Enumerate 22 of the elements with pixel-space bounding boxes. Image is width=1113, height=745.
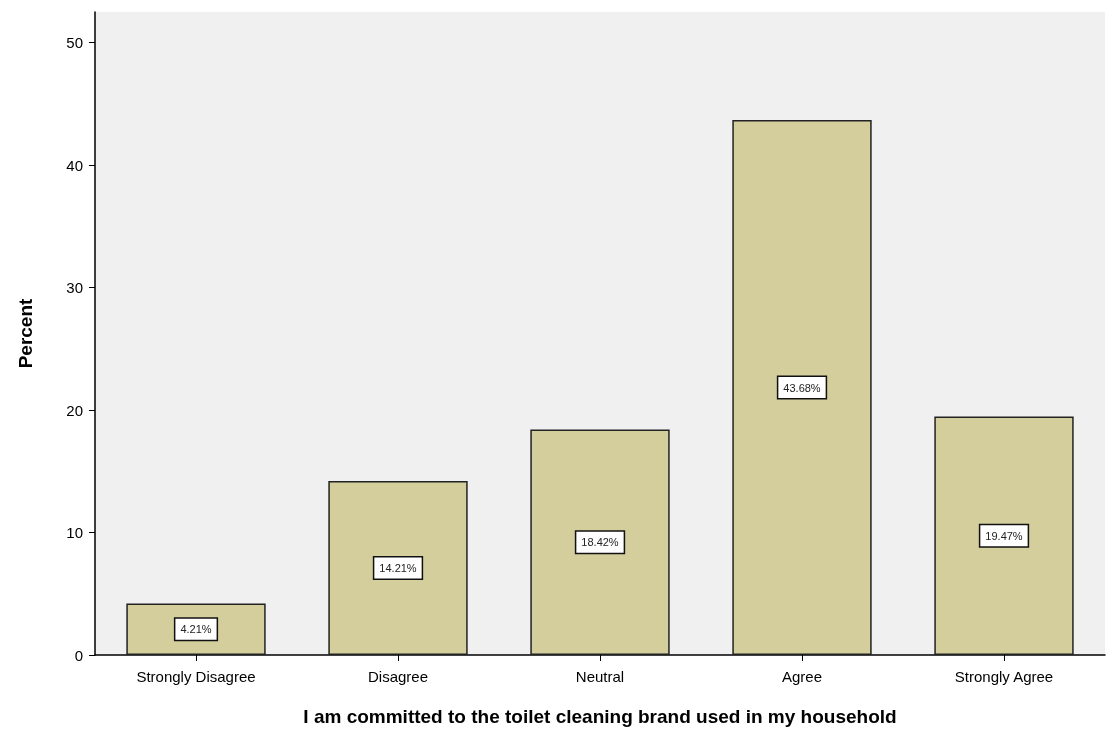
- data-label: 19.47%: [985, 529, 1023, 542]
- data-label: 4.21%: [180, 623, 212, 636]
- y-tick-label: 20: [66, 401, 83, 419]
- x-axis-title: I am committed to the toilet cleaning brand used in my household: [303, 706, 897, 727]
- x-tick-label: Neutral: [575, 668, 625, 685]
- x-tick-label: Agree: [781, 668, 823, 685]
- bar: [328, 480, 468, 655]
- data-label: 43.68%: [783, 381, 821, 394]
- bar: [530, 429, 670, 655]
- data-label: 14.21%: [379, 561, 417, 574]
- x-tick-label: Strongly Disagree: [136, 668, 256, 685]
- bar: [934, 416, 1074, 655]
- bar: [732, 120, 872, 655]
- x-tick-label: Strongly Agree: [954, 668, 1054, 685]
- x-tick-label: Disagree: [367, 668, 429, 685]
- y-tick-label: 40: [66, 156, 83, 174]
- y-axis-title: Percent: [15, 297, 36, 369]
- y-tick-label: 10: [66, 524, 83, 542]
- y-tick-label: 50: [66, 34, 83, 52]
- y-tick-label: 0: [74, 646, 83, 664]
- y-tick-label: 30: [66, 279, 83, 297]
- data-label: 18.42%: [581, 536, 619, 549]
